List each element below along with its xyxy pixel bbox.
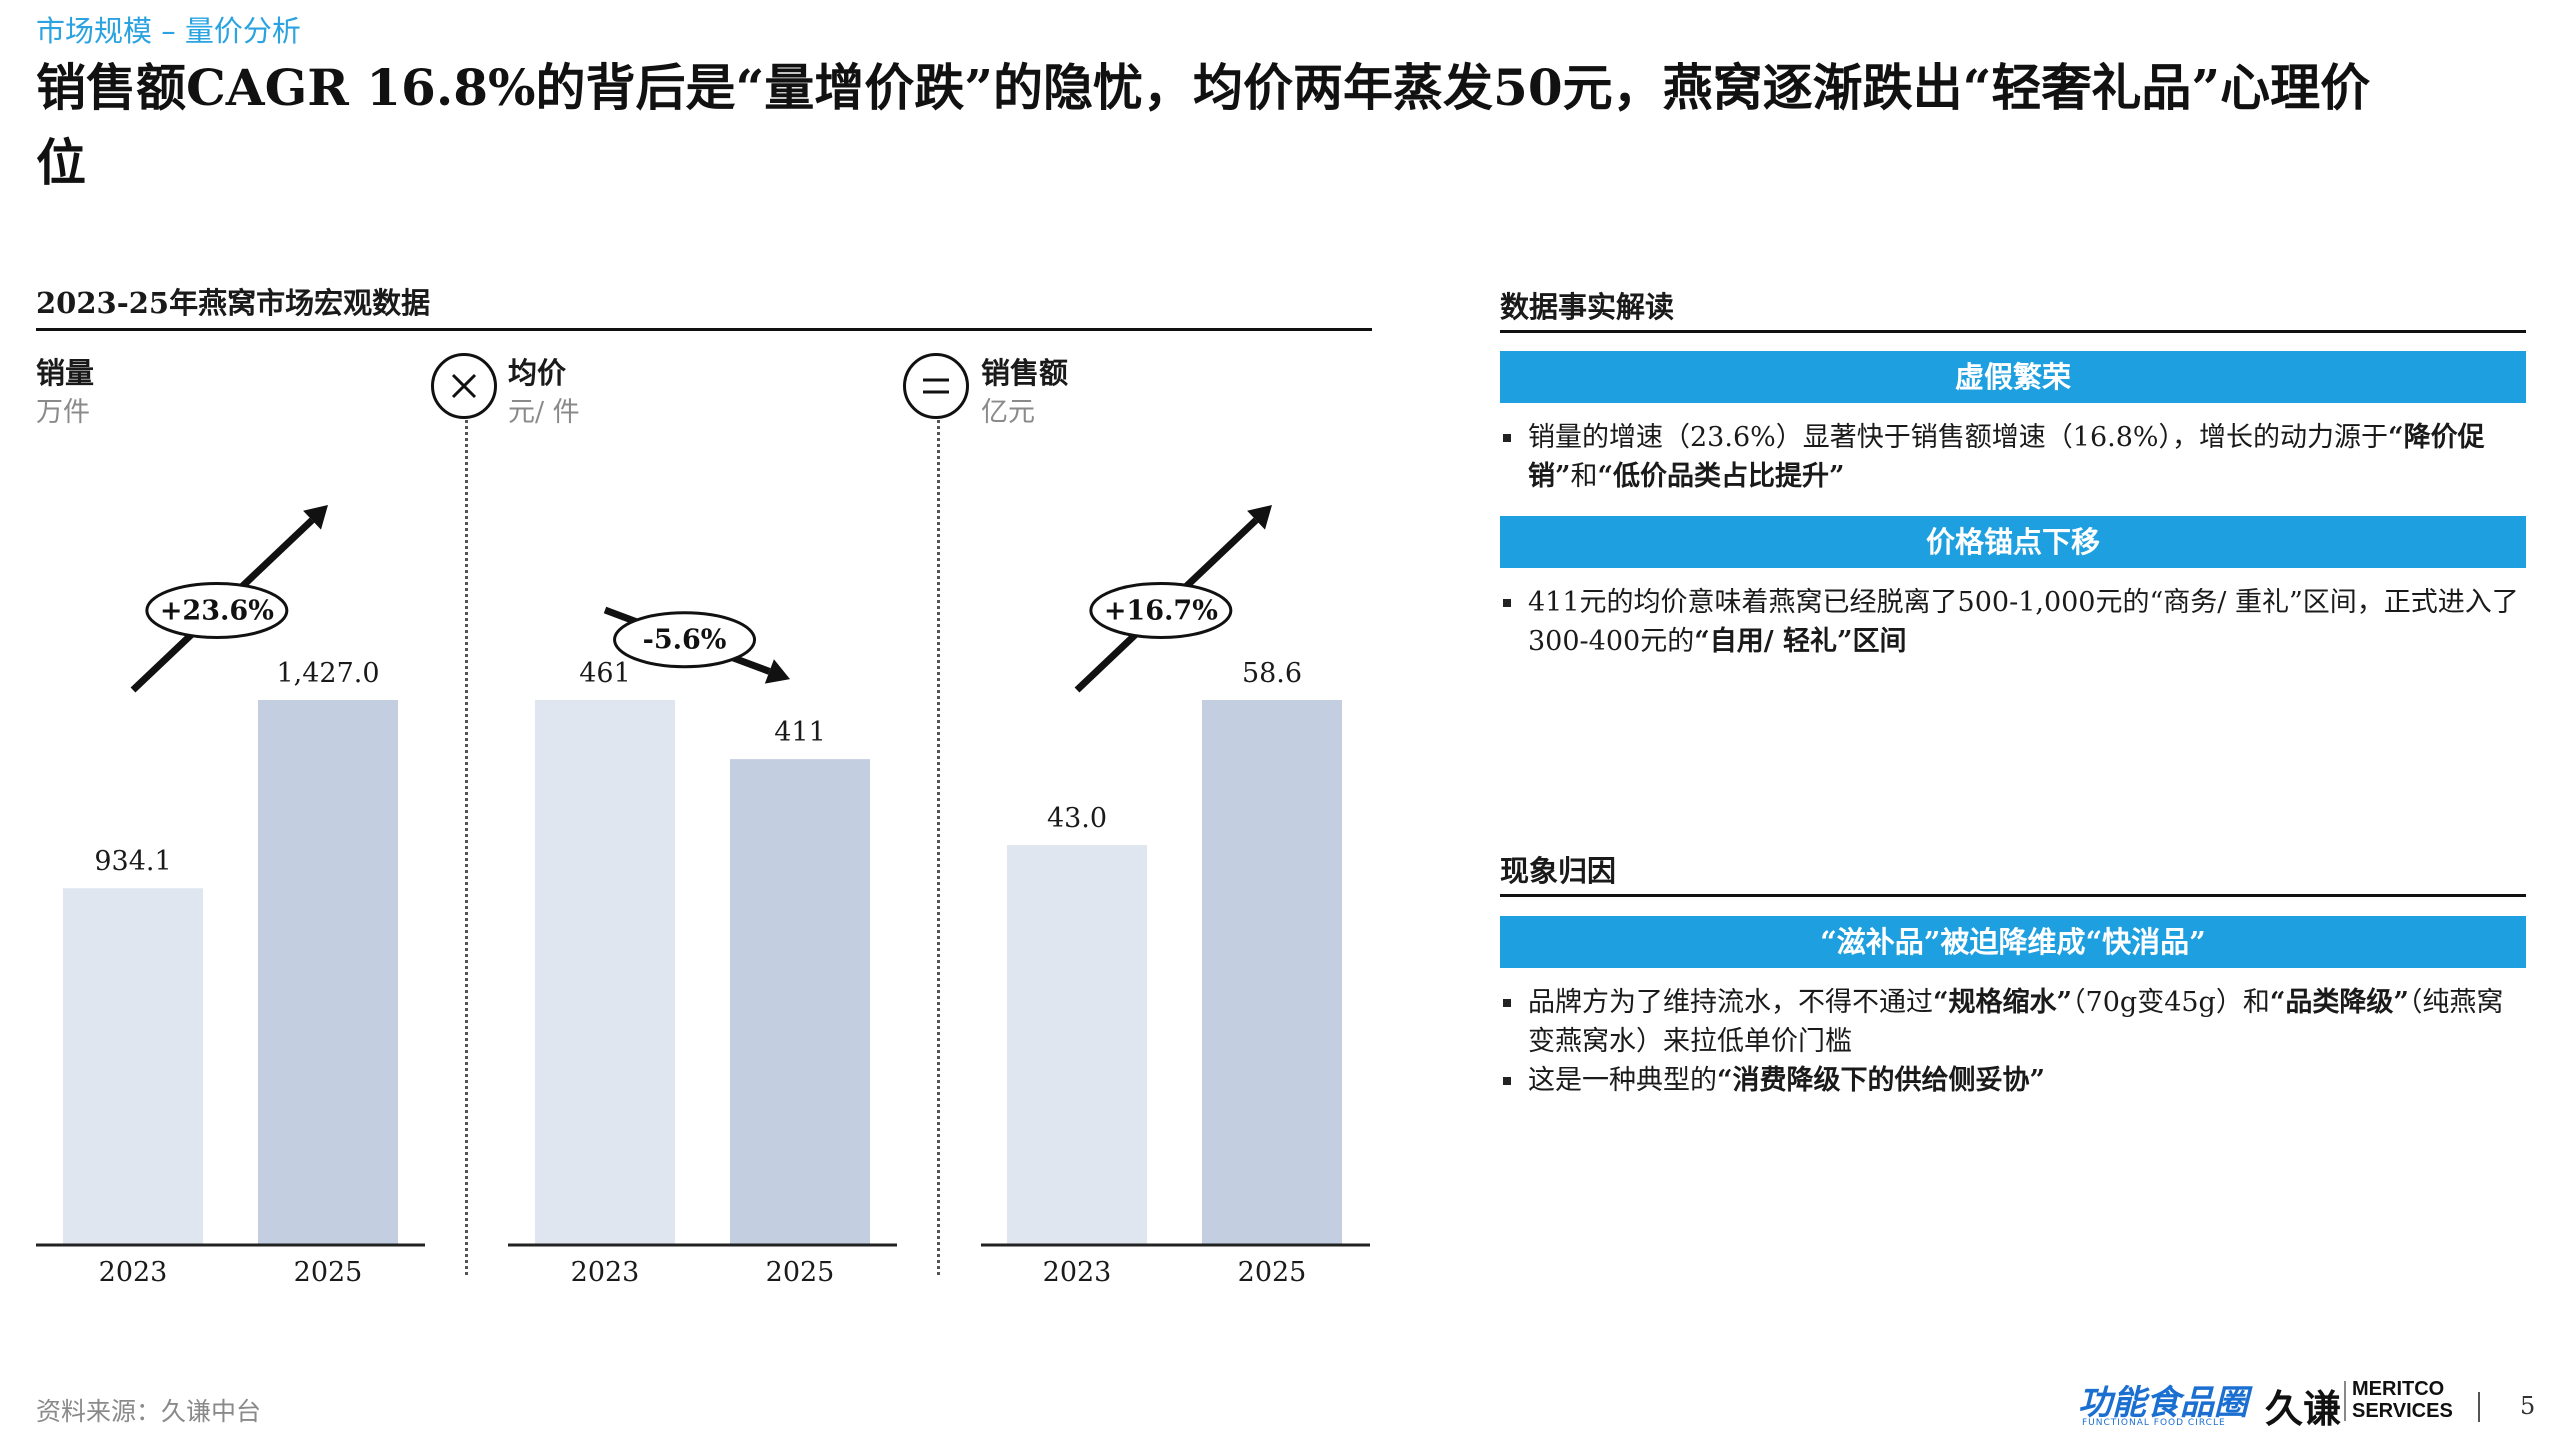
bar-2-2025 [1202, 700, 1342, 1245]
bar-0-2025 [258, 700, 398, 1245]
band1-bullets: 销量的增速（23.6%）显著快于销售额增速（16.8%），增长的动力源于“降价促… [1500, 418, 2530, 496]
meritco-logo-cn: 久谦 [2265, 1387, 2342, 1431]
facts-rule [1500, 330, 2526, 333]
functional-food-logo-sub: FUNCTIONAL FOOD CIRCLE [2082, 1418, 2226, 1428]
multiply-icon [451, 373, 477, 399]
value-label: 461 [579, 658, 631, 689]
page-headline: 销售额CAGR 16.8%的背后是“量增价跌”的隐忧，均价两年蒸发50元，燕窝逐… [36, 58, 2371, 192]
value-label: 411 [774, 717, 826, 748]
bullet-item: 销量的增速（23.6%）显著快于销售额增速（16.8%），增长的动力源于“降价促… [1500, 418, 2530, 496]
left-panel-title: 2023-25年燕窝市场宏观数据 [36, 286, 431, 320]
functional-food-logo: 功能食品圈 [2078, 1383, 2248, 1423]
band-tonic-to-fmcg: “滋补品”被迫降维成“快消品” [1500, 916, 2526, 968]
value-label: 43.0 [1047, 803, 1107, 834]
bullet-item: 品牌方为了维持流水，不得不通过“规格缩水”（70g变45g）和“品类降级”（纯燕… [1500, 983, 2530, 1061]
value-label: 1,427.0 [276, 658, 379, 689]
band-price-anchor: 价格锚点下移 [1500, 516, 2526, 568]
cause-title: 现象归因 [1500, 854, 1617, 888]
section-tag: 市场规模 – 量价分析 [36, 14, 301, 48]
category-label: 2023 [99, 1257, 168, 1288]
metric-price-unit: 元/ 件 [508, 397, 580, 428]
category-label: 2023 [571, 1257, 640, 1288]
bar-charts: 934.1 2023 1,427.0 2025 +23.6% 461 2023 411 2025… [36, 505, 1370, 1288]
equals-operator [903, 353, 969, 419]
change-pill [145, 581, 289, 639]
change-label: +16.7% [1104, 595, 1218, 626]
band2-bullets: 411元的均价意味着燕窝已经脱离了500-1,000元的“商务/ 重礼”区间，正… [1500, 583, 2530, 661]
band-false-prosperity: 虚假繁荣 [1500, 351, 2526, 403]
band3-bullets: 品牌方为了维持流水，不得不通过“规格缩水”（70g变45g）和“品类降级”（纯燕… [1500, 983, 2530, 1100]
meritco-logo-en: MERITCO SERVICES [2352, 1378, 2453, 1422]
metric-volume-unit: 万件 [36, 397, 90, 428]
category-label: 2025 [294, 1257, 363, 1288]
divider-1 [465, 420, 468, 1275]
logo-separator [2344, 1381, 2346, 1421]
change-label: +23.6% [160, 595, 274, 626]
page-separator [2478, 1392, 2480, 1422]
metric-sales-unit: 亿元 [981, 397, 1035, 428]
category-label: 2025 [766, 1257, 835, 1288]
bar-1-2023 [535, 700, 675, 1245]
category-label: 2023 [1043, 1257, 1112, 1288]
metric-sales-name: 销售额 [981, 356, 1069, 390]
metric-price-name: 均价 [508, 356, 567, 390]
change-pill [1089, 581, 1233, 639]
change-label: -5.6% [643, 625, 727, 656]
facts-title: 数据事实解读 [1500, 290, 1675, 324]
value-label: 58.6 [1242, 658, 1302, 689]
equals-icon [923, 378, 949, 394]
trend-arrow-head [303, 505, 328, 530]
divider-2 [937, 420, 940, 1275]
cause-rule [1500, 894, 2526, 897]
multiply-operator [431, 353, 497, 419]
value-label: 934.1 [94, 846, 171, 877]
bullet-item: 411元的均价意味着燕窝已经脱离了500-1,000元的“商务/ 重礼”区间，正… [1500, 583, 2530, 661]
category-label: 2025 [1238, 1257, 1307, 1288]
change-pill [613, 611, 757, 669]
trend-arrow-head [764, 659, 790, 684]
trend-arrow-head [1247, 505, 1272, 530]
metric-volume-name: 销量 [36, 356, 95, 390]
page-number: 5 [2520, 1392, 2536, 1420]
bullet-item: 这是一种典型的“消费降级下的供给侧妥协” [1500, 1061, 2530, 1100]
bar-0-2023 [63, 888, 203, 1245]
bar-1-2025 [730, 759, 870, 1245]
source-note: 资料来源：久谦中台 [36, 1397, 262, 1426]
left-panel-rule [36, 328, 1372, 331]
bar-2-2023 [1007, 845, 1147, 1245]
